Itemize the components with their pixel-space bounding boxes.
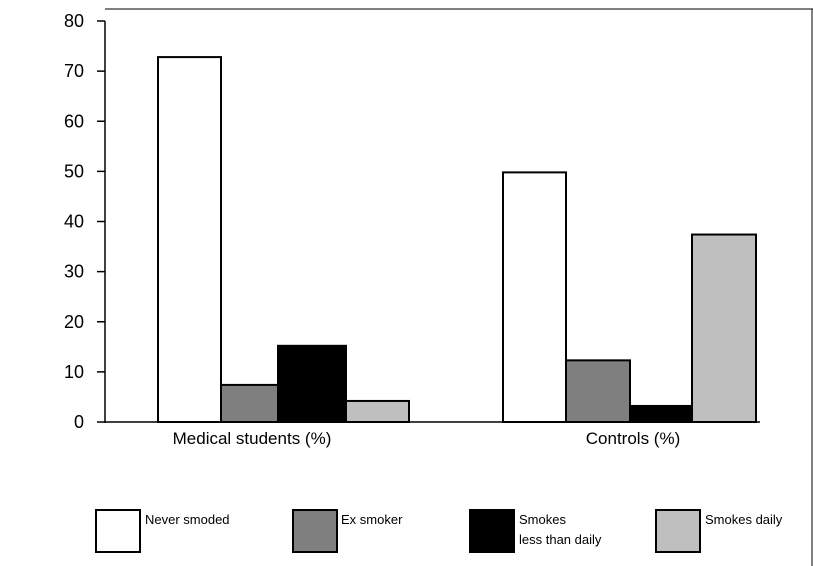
- bar-smokes-less-than-daily-medical-students: [277, 344, 347, 423]
- y-tick-label: 50: [64, 161, 84, 181]
- y-tick-label: 40: [64, 212, 84, 232]
- legend-label-smokes-daily: Smokes daily: [705, 512, 783, 527]
- legend-label-smokes-less-than-daily: less than daily: [519, 532, 602, 547]
- bar-ex-smoker-controls: [565, 359, 631, 424]
- y-tick-label: 70: [64, 61, 84, 81]
- y-axis: 0 10 20 30 40 50 60 70 80: [64, 11, 105, 432]
- legend-swatch-smokes-less-than-daily: [469, 509, 515, 553]
- legend-label-smokes-less-than-daily: Smokes: [519, 512, 566, 527]
- y-tick-label: 0: [74, 412, 84, 432]
- y-tick-label: 60: [64, 111, 84, 131]
- legend-swatch-ex-smoker: [292, 509, 338, 553]
- legend-label-never-smoded: Never smoded: [145, 512, 230, 527]
- legend-label-ex-smoker: Ex smoker: [341, 512, 403, 527]
- bar-smokes-daily-medical-students: [345, 399, 410, 424]
- x-axis-categories: Medical students (%) Controls (%): [173, 429, 681, 448]
- y-tick-label: 20: [64, 312, 84, 332]
- legend: Never smoded Ex smoker Smokes less than dai…: [95, 509, 783, 553]
- y-tick-label: 30: [64, 262, 84, 282]
- legend-swatch-never-smoded: [95, 509, 141, 553]
- bar-ex-smoker-medical-students: [220, 383, 279, 423]
- bar-smokes-daily-controls: [691, 233, 757, 423]
- y-tick-label: 10: [64, 362, 84, 382]
- bar-never-smoded-controls: [502, 171, 567, 423]
- legend-swatch-smokes-daily: [655, 509, 701, 553]
- category-label: Medical students (%): [173, 429, 332, 448]
- category-label: Controls (%): [586, 429, 680, 448]
- bar-smokes-less-than-daily-controls: [629, 404, 693, 423]
- y-tick-label: 80: [64, 11, 84, 31]
- bars-layer: [157, 56, 757, 424]
- bar-never-smoded-medical-students: [157, 56, 222, 424]
